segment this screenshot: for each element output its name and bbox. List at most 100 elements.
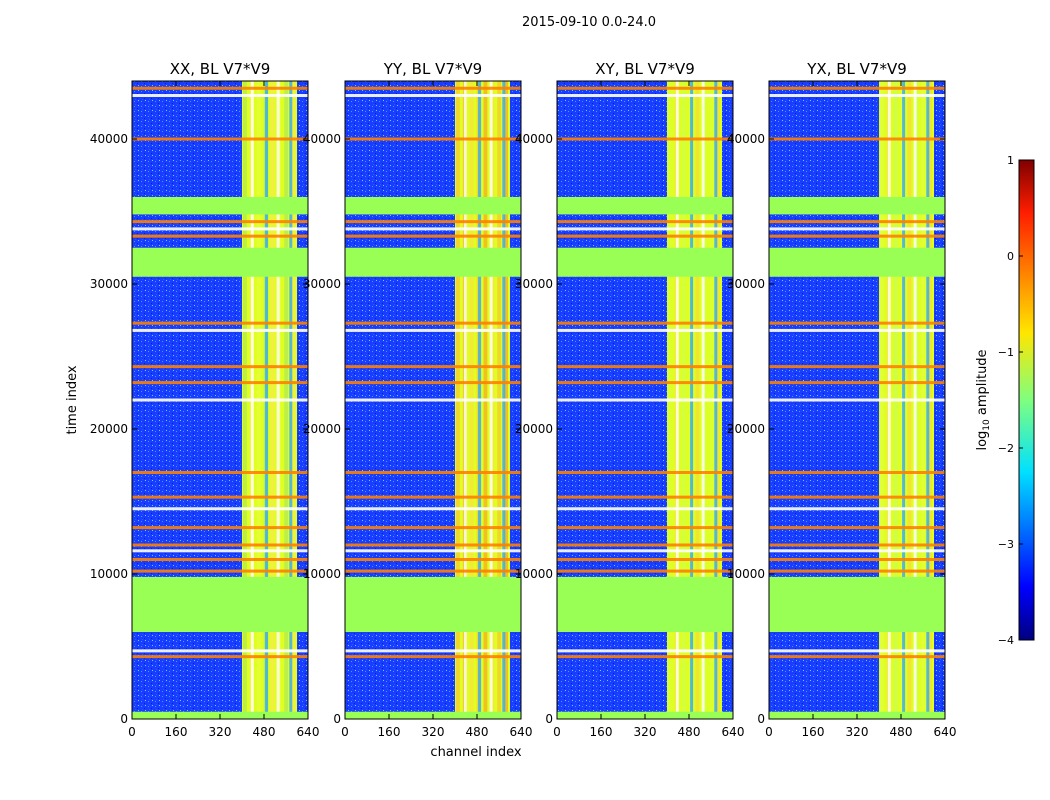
rfi-line <box>769 398 945 402</box>
y-tick-label: 40000 <box>303 132 341 146</box>
panel-title: YY, BL V7*V9 <box>383 60 482 78</box>
colorbar-label: log10 amplitude <box>975 349 992 450</box>
rfi-line <box>132 234 308 238</box>
rfi-line <box>345 543 521 547</box>
x-tick-label: 0 <box>765 725 773 739</box>
rfi-line <box>132 86 308 90</box>
x-tick-label: 640 <box>722 725 745 739</box>
colorbar-tick-label: −2 <box>998 442 1014 455</box>
rfi-line <box>769 649 945 653</box>
rfi-line <box>132 398 308 402</box>
colorbar: 1 0 −1 −2 −3 −4 <box>998 154 1035 647</box>
panel-xy: XY, BL V7*V9 0 160 320 480 640 0 10000 20000 3000… <box>515 60 745 739</box>
flagged-region <box>557 576 733 632</box>
y-tick-label: 0 <box>545 712 553 726</box>
x-tick-label: 640 <box>934 725 957 739</box>
colorbar-label-rest: amplitude <box>975 349 990 419</box>
rfi-line <box>345 86 521 90</box>
rfi-line <box>345 227 521 231</box>
rfi-line <box>345 234 521 238</box>
rfi-line <box>769 86 945 90</box>
y-tick-label: 30000 <box>303 277 341 291</box>
y-tick-label: 30000 <box>90 277 128 291</box>
flagged-region <box>345 247 521 277</box>
rfi-line <box>345 649 521 653</box>
y-tick-label: 30000 <box>727 277 765 291</box>
rfi-line <box>345 398 521 402</box>
y-tick-label: 30000 <box>515 277 553 291</box>
rfi-line <box>132 655 308 659</box>
rfi-line <box>345 365 521 369</box>
rfi-line <box>769 543 945 547</box>
rfi-line <box>769 569 945 573</box>
rfi-line <box>557 227 733 231</box>
panel-title: XX, BL V7*V9 <box>170 60 271 78</box>
flagged-region <box>132 576 308 632</box>
flagged-region <box>557 247 733 277</box>
rfi-line <box>769 495 945 499</box>
panel-title: XY, BL V7*V9 <box>595 60 695 78</box>
rfi-line <box>769 137 945 141</box>
y-tick-label: 10000 <box>727 567 765 581</box>
x-tick-label: 0 <box>553 725 561 739</box>
x-tick-label: 160 <box>165 725 188 739</box>
rfi-line <box>132 227 308 231</box>
flagged-region <box>345 576 521 632</box>
rfi-line <box>345 137 521 141</box>
colorbar-label-sub: 10 <box>982 419 992 431</box>
rfi-line <box>557 655 733 659</box>
rfi-line <box>557 381 733 385</box>
colorbar-tick-label: 1 <box>1007 154 1014 167</box>
rfi-line <box>345 549 521 553</box>
y-tick-label: 20000 <box>727 422 765 436</box>
rfi-line <box>769 227 945 231</box>
rfi-line <box>132 321 308 325</box>
x-tick-label: 320 <box>422 725 445 739</box>
rfi-line <box>345 220 521 224</box>
x-tick-label: 480 <box>253 725 276 739</box>
rfi-line <box>345 655 521 659</box>
rfi-line <box>132 543 308 547</box>
rfi-line <box>557 507 733 511</box>
rfi-line <box>557 94 733 97</box>
rfi-line <box>557 471 733 474</box>
y-axis-label: time index <box>65 365 80 434</box>
y-tick-label: 10000 <box>303 567 341 581</box>
rfi-line <box>557 321 733 325</box>
rfi-line <box>132 569 308 573</box>
x-tick-label: 480 <box>890 725 913 739</box>
x-tick-label: 0 <box>128 725 136 739</box>
rfi-line <box>769 321 945 325</box>
rfi-line <box>769 507 945 511</box>
rfi-line <box>769 365 945 369</box>
x-tick-label: 160 <box>802 725 825 739</box>
rfi-line <box>132 649 308 653</box>
y-tick-label: 20000 <box>303 422 341 436</box>
x-tick-label: 0 <box>341 725 349 739</box>
rfi-line <box>345 471 521 474</box>
x-tick-label: 640 <box>510 725 533 739</box>
rfi-line <box>557 526 733 530</box>
rfi-line <box>769 220 945 224</box>
flagged-region <box>769 247 945 277</box>
rfi-line <box>557 398 733 402</box>
rfi-line <box>345 328 521 332</box>
rfi-line <box>132 137 308 141</box>
y-tick-label: 0 <box>333 712 341 726</box>
colorbar-gradient <box>1018 159 1035 641</box>
rfi-line <box>557 86 733 90</box>
rfi-line <box>132 220 308 224</box>
rfi-line <box>557 569 733 573</box>
flagged-region <box>132 197 308 215</box>
flagged-region <box>769 576 945 632</box>
colorbar-tick-label: −4 <box>998 634 1014 647</box>
flagged-region <box>345 197 521 215</box>
rfi-line <box>345 507 521 511</box>
rfi-line <box>132 365 308 369</box>
rfi-line <box>557 649 733 653</box>
x-tick-label: 640 <box>297 725 320 739</box>
x-tick-label: 160 <box>378 725 401 739</box>
y-tick-label: 0 <box>757 712 765 726</box>
colorbar-label-main: log <box>975 431 990 451</box>
